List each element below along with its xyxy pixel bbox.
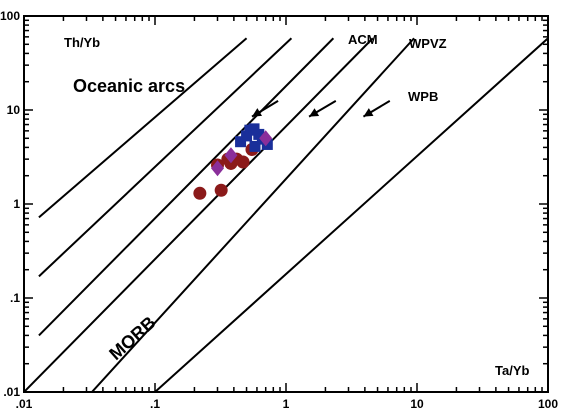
wpvz-label: WPVZ (409, 36, 447, 51)
acm-label: ACM (348, 32, 378, 47)
y-tick-label: 1 (13, 197, 20, 211)
tick-labels: .01 .1 1 10 100 .01 .1 1 10 100 (0, 9, 558, 411)
y-tick-label: 10 (7, 103, 21, 117)
y-tick-label: .1 (10, 291, 20, 305)
reference-line-3 (38, 37, 335, 337)
oceanic-arcs-label: Oceanic arcs (73, 76, 185, 96)
trend-arrow-head (309, 108, 320, 117)
reference-lines (24, 37, 548, 392)
wpb-label: WPB (408, 89, 438, 104)
reference-line-2 (38, 37, 293, 278)
axis-ticks (24, 16, 548, 392)
x-tick-label: .01 (16, 397, 33, 411)
x-tick-label: 100 (538, 397, 558, 411)
data-point-circle (214, 183, 228, 197)
trend-arrow-head (363, 108, 374, 117)
data-point-circle (193, 186, 207, 200)
reference-line-1 (38, 37, 248, 219)
x-tick-label: 10 (410, 397, 424, 411)
y-tick-label: 100 (0, 9, 20, 23)
data-point-circle (236, 155, 250, 169)
data-point-square (248, 123, 260, 135)
trend-arrow-2 (308, 100, 337, 118)
trend-arrow-3 (362, 100, 391, 118)
data-point-diamond (224, 147, 238, 164)
data-point-square (235, 136, 247, 148)
trend-arrow-1 (251, 100, 279, 118)
reference-line-6 (154, 37, 548, 392)
data-point-diamond (211, 160, 225, 177)
data-point-square (249, 140, 261, 152)
trend-arrows (251, 100, 391, 118)
data-points (193, 123, 273, 200)
y-tick-label: .01 (3, 385, 20, 399)
x-tick-label: 1 (283, 397, 290, 411)
x-tick-label: .1 (150, 397, 160, 411)
data-point-square (241, 130, 253, 142)
x-axis-label: Ta/Yb (495, 363, 529, 378)
data-point-diamond (259, 130, 273, 147)
trend-arrow-head (251, 108, 263, 117)
y-axis-label: Th/Yb (64, 35, 100, 50)
data-point-square (261, 138, 273, 150)
plot-frame (23, 15, 549, 393)
morb-label: MORB (105, 312, 159, 364)
reference-line-4 (24, 37, 374, 392)
reference-line-5 (91, 37, 415, 392)
